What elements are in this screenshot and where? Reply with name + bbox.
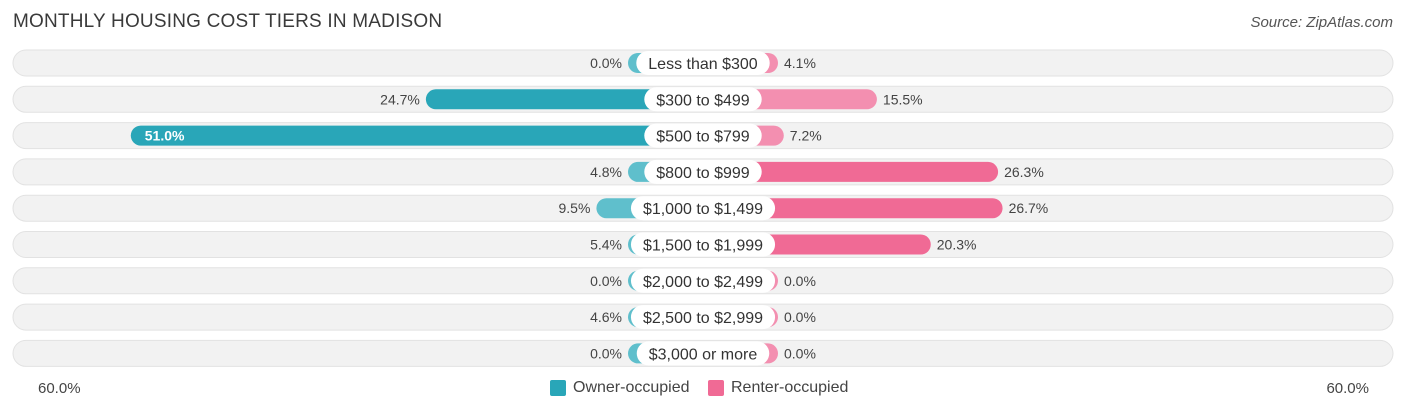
owner-value-label: 4.6%	[590, 309, 622, 325]
category-label-pill	[630, 268, 776, 293]
legend-swatch-owner	[550, 380, 566, 396]
category-label: $1,500 to $1,999	[643, 238, 763, 255]
axis-right-label: 60.0%	[1326, 380, 1369, 397]
owner-value-label: 24.7%	[380, 91, 420, 107]
renter-value-label: 0.0%	[784, 309, 816, 325]
category-label: $3,000 or more	[649, 346, 758, 363]
legend-item-renter: Renter-occupied	[708, 379, 848, 397]
axis-left-label: 60.0%	[38, 380, 81, 397]
chart-title: MONTHLY HOUSING COST TIERS IN MADISON	[13, 11, 443, 32]
category-label: $2,500 to $2,999	[643, 310, 763, 327]
category-label-pill	[644, 87, 762, 112]
legend: Owner-occupied Renter-occupied	[0, 379, 1406, 399]
chart-source: Source: ZipAtlas.com	[1250, 14, 1393, 31]
owner-value-label: 4.8%	[590, 164, 622, 180]
owner-value-label: 0.0%	[590, 55, 622, 71]
category-label-pill	[630, 196, 776, 221]
legend-label-renter: Renter-occupied	[731, 379, 849, 396]
owner-value-label: 0.0%	[590, 273, 622, 289]
renter-value-label: 15.5%	[883, 91, 923, 107]
renter-value-label: 0.0%	[784, 345, 816, 361]
category-label-pill	[644, 159, 762, 184]
renter-value-label: 20.3%	[937, 237, 977, 253]
renter-value-label: 26.7%	[1009, 200, 1049, 216]
category-label: $800 to $999	[656, 165, 750, 182]
renter-value-label: 7.2%	[790, 128, 822, 144]
category-label-pill	[636, 51, 770, 75]
renter-bar	[703, 198, 1003, 219]
renter-value-label: 4.1%	[784, 55, 816, 71]
category-label: $2,000 to $2,499	[643, 274, 763, 291]
category-label: $1,000 to $1,499	[643, 201, 763, 218]
owner-value-label: 5.4%	[590, 237, 622, 253]
renter-value-label: 0.0%	[784, 273, 816, 289]
category-label: Less than $300	[648, 56, 758, 73]
renter-value-label: 26.3%	[1004, 164, 1044, 180]
renter-bar	[703, 161, 999, 182]
category-label-pill	[630, 305, 776, 330]
legend-swatch-renter	[708, 380, 724, 396]
owner-value-label: 0.0%	[590, 345, 622, 361]
category-label: $500 to $799	[656, 129, 750, 146]
category-label-pill	[630, 232, 776, 257]
owner-value-label: 9.5%	[558, 200, 590, 216]
owner-bar	[130, 125, 703, 146]
owner-bar	[425, 89, 703, 110]
category-label-pill	[636, 341, 770, 366]
category-label: $300 to $499	[656, 92, 750, 109]
legend-label-owner: Owner-occupied	[573, 379, 690, 396]
owner-value-label: 51.0%	[145, 128, 185, 144]
category-label-pill	[644, 123, 762, 148]
legend-item-owner: Owner-occupied	[550, 379, 690, 397]
